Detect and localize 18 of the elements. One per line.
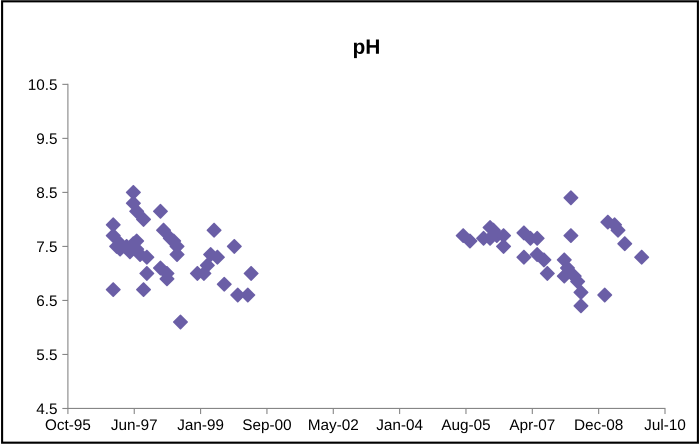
x-tick-label: Jan-04	[376, 419, 423, 430]
y-tick-label: 9.5	[36, 133, 57, 144]
y-tick-label: 8.5	[36, 187, 57, 198]
x-tick-label: Oct-95	[46, 419, 90, 430]
chart-title: pH	[354, 39, 379, 58]
y-tick-label: 5.5	[36, 349, 57, 360]
y-tick-label: 6.5	[37, 295, 57, 306]
x-tick-label: Aug-05	[441, 419, 490, 434]
x-tick-label: Jun-97	[111, 419, 157, 430]
y-tick-label: 4.5	[36, 404, 57, 414]
x-tick-label: Sep-00	[242, 419, 291, 434]
x-tick-label: May-02	[309, 419, 358, 434]
x-tick-label: Dec-08	[575, 419, 623, 430]
x-tick-label: Apr-07	[509, 419, 554, 434]
y-tick-label: 7.5	[37, 241, 57, 252]
x-tick-label: Jan-99	[177, 419, 224, 430]
y-tick-label: 10.5	[28, 79, 57, 90]
x-tick-label: Jul-10	[644, 418, 686, 430]
